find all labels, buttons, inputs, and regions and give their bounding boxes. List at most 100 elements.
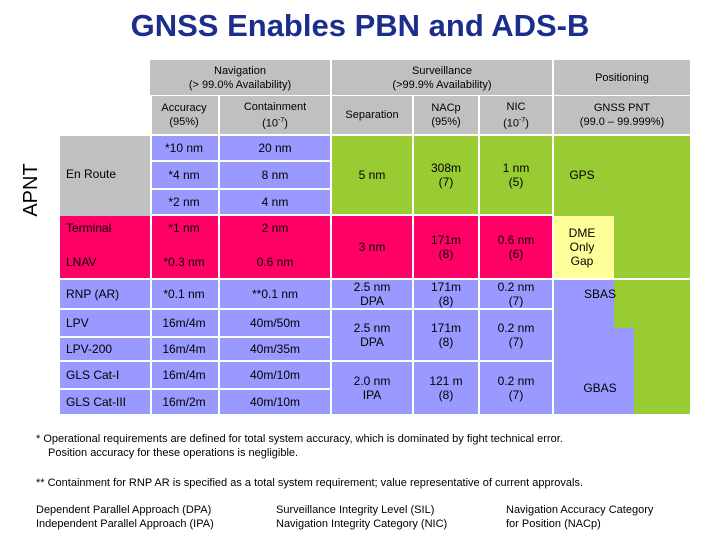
apnt-label-box: APNT xyxy=(18,140,61,240)
gls-cat-iii-accuracy: 16m/2m xyxy=(162,395,206,409)
surv-nacp-2: 171m (8) xyxy=(430,233,462,261)
divider xyxy=(150,134,690,136)
en-route-accuracy-1: *10 nm xyxy=(164,141,204,155)
divider xyxy=(150,188,330,190)
navigation-availability: (> 99.0% Availability) xyxy=(188,79,292,91)
surveillance-header: Surveillance (>99.9% Availability) xyxy=(332,62,552,94)
legend-col-2: Surveillance Integrity Level (SIL) Navig… xyxy=(276,503,496,531)
accuracy-title: Accuracy xyxy=(161,102,207,114)
surv-nacp-1: 308m (7) xyxy=(430,161,462,189)
en-route-containment-3: 4 nm xyxy=(261,195,289,209)
en-route-containment-1: 20 nm xyxy=(258,141,292,155)
legend-nic: Navigation Integrity Category (NIC) xyxy=(276,518,448,530)
pos-blue-gbas xyxy=(554,328,634,414)
terminal-magenta-band xyxy=(60,216,330,278)
pos-blue-sbas xyxy=(554,280,614,328)
containment-title: Containment xyxy=(243,100,307,113)
legend-col-1: Dependent Parallel Approach (DPA) Indepe… xyxy=(36,503,266,531)
surv-nic-1: 1 nm (5) xyxy=(502,161,530,189)
separation-header: Separation xyxy=(332,96,412,134)
surveillance-title: Surveillance xyxy=(412,65,472,77)
lpv-200-accuracy: 16m/4m xyxy=(162,342,206,356)
page-title: GNSS Enables PBN and ADS-B xyxy=(130,8,590,43)
divider xyxy=(150,95,152,414)
row-label-rnp-ar: RNP (AR) xyxy=(66,287,120,301)
divider xyxy=(150,214,330,216)
surveillance-availability: (>99.9% Availability) xyxy=(392,79,492,91)
pos-yellow-gap xyxy=(554,216,614,278)
navigation-title: Navigation xyxy=(214,65,266,77)
divider xyxy=(412,95,414,414)
row-label-terminal: Terminal xyxy=(66,221,112,235)
navigation-header: Navigation (> 99.0% Availability) xyxy=(150,62,330,94)
gls-cat-i-accuracy: 16m/4m xyxy=(162,368,206,382)
surv-magenta-area xyxy=(332,216,552,278)
surv-separation-3: 2.5 nm DPA xyxy=(353,280,391,308)
nacp-title: NACp xyxy=(431,102,461,114)
surv-nacp-5: 121 m (8) xyxy=(429,374,463,402)
rnp-ar-accuracy: *0.1 nm xyxy=(163,287,205,301)
footnote-2: ** Containment for RNP AR is specified a… xyxy=(36,477,584,489)
lpv-containment: 40m/50m xyxy=(249,316,301,330)
divider xyxy=(60,278,690,280)
nacp-sub: (95%) xyxy=(431,116,461,128)
surveillance-header-bg xyxy=(332,60,552,134)
footnote-1-line-2: Position accuracy for these operations i… xyxy=(48,447,299,459)
navigation-header-bg xyxy=(150,60,330,134)
en-route-accuracy-3: *2 nm xyxy=(168,195,200,209)
legend-sil: Surveillance Integrity Level (SIL) xyxy=(276,504,435,516)
legend-col-3: Navigation Accuracy Category for Positio… xyxy=(506,503,706,531)
gls-cat-iii-containment: 40m/10m xyxy=(249,395,301,409)
surv-nacp-3: 171m (8) xyxy=(430,280,462,308)
row-label-lpv-200: LPV-200 xyxy=(66,342,113,356)
lnav-accuracy: *0.3 nm xyxy=(163,255,205,269)
row-label-lnav: LNAV xyxy=(66,255,97,269)
legend-ipa: Independent Parallel Approach (IPA) xyxy=(36,518,214,530)
divider xyxy=(332,214,552,216)
divider xyxy=(150,95,690,96)
divider xyxy=(60,388,330,390)
surv-separation-5: 2.0 nm IPA xyxy=(353,374,391,402)
lpv-accuracy: 16m/4m xyxy=(162,316,206,330)
gnss-pnt-sub: (99.0 – 99.999%) xyxy=(579,116,665,128)
positioning-dme-gap: DME Only Gap xyxy=(568,226,596,268)
positioning-title: Positioning xyxy=(595,72,649,84)
surv-separation-4: 2.5 nm DPA xyxy=(353,321,391,349)
surv-separation-1: 5 nm xyxy=(358,168,386,182)
legend-nacp-2: for Position (NACp) xyxy=(506,518,601,530)
legend-nacp-1: Navigation Accuracy Category xyxy=(506,504,654,516)
divider xyxy=(478,95,480,414)
containment-header: Containment (10-7) xyxy=(220,96,330,134)
en-route-accuracy-2: *4 nm xyxy=(168,168,200,182)
surv-separation-2: 3 nm xyxy=(358,240,386,254)
divider xyxy=(150,160,330,162)
divider xyxy=(218,95,220,414)
surv-nic-2: 0.6 nm (6) xyxy=(497,233,535,261)
rnp-ar-containment: **0.1 nm xyxy=(251,287,299,301)
lnav-containment: 0.6 nm xyxy=(256,255,294,269)
gnss-pnt-header: GNSS PNT (99.0 – 99.999%) xyxy=(554,96,690,134)
surv-nic-4: 0.2 nm (7) xyxy=(497,321,535,349)
row-label-en-route: En Route xyxy=(66,167,117,181)
surv-nic-3: 0.2 nm (7) xyxy=(497,280,535,308)
gnss-pnt-title: GNSS PNT xyxy=(593,102,651,114)
nic-sub: (10-7) xyxy=(503,116,529,130)
surv-nacp-4: 171m (8) xyxy=(430,321,462,349)
divider xyxy=(60,360,552,362)
divider xyxy=(330,60,332,414)
footnote-1: * Operational requirements are defined f… xyxy=(36,432,706,460)
lpv-200-containment: 40m/35m xyxy=(249,342,301,356)
nacp-header: NACp (95%) xyxy=(414,96,478,134)
accuracy-sub: (95%) xyxy=(169,116,199,128)
terminal-accuracy: *1 nm xyxy=(168,221,200,235)
surv-blue-area xyxy=(332,280,552,414)
divider xyxy=(552,60,554,414)
positioning-header-bg xyxy=(554,60,690,134)
gls-cat-i-containment: 40m/10m xyxy=(249,368,301,382)
positioning-gbas: GBAS xyxy=(583,381,617,395)
nic-header: NIC (10-7) xyxy=(480,96,552,134)
surv-nic-5: 0.2 nm (7) xyxy=(497,374,535,402)
divider xyxy=(60,308,552,310)
surv-green-area xyxy=(332,136,552,216)
row-label-gls-cat-iii: GLS Cat-III xyxy=(66,395,127,409)
